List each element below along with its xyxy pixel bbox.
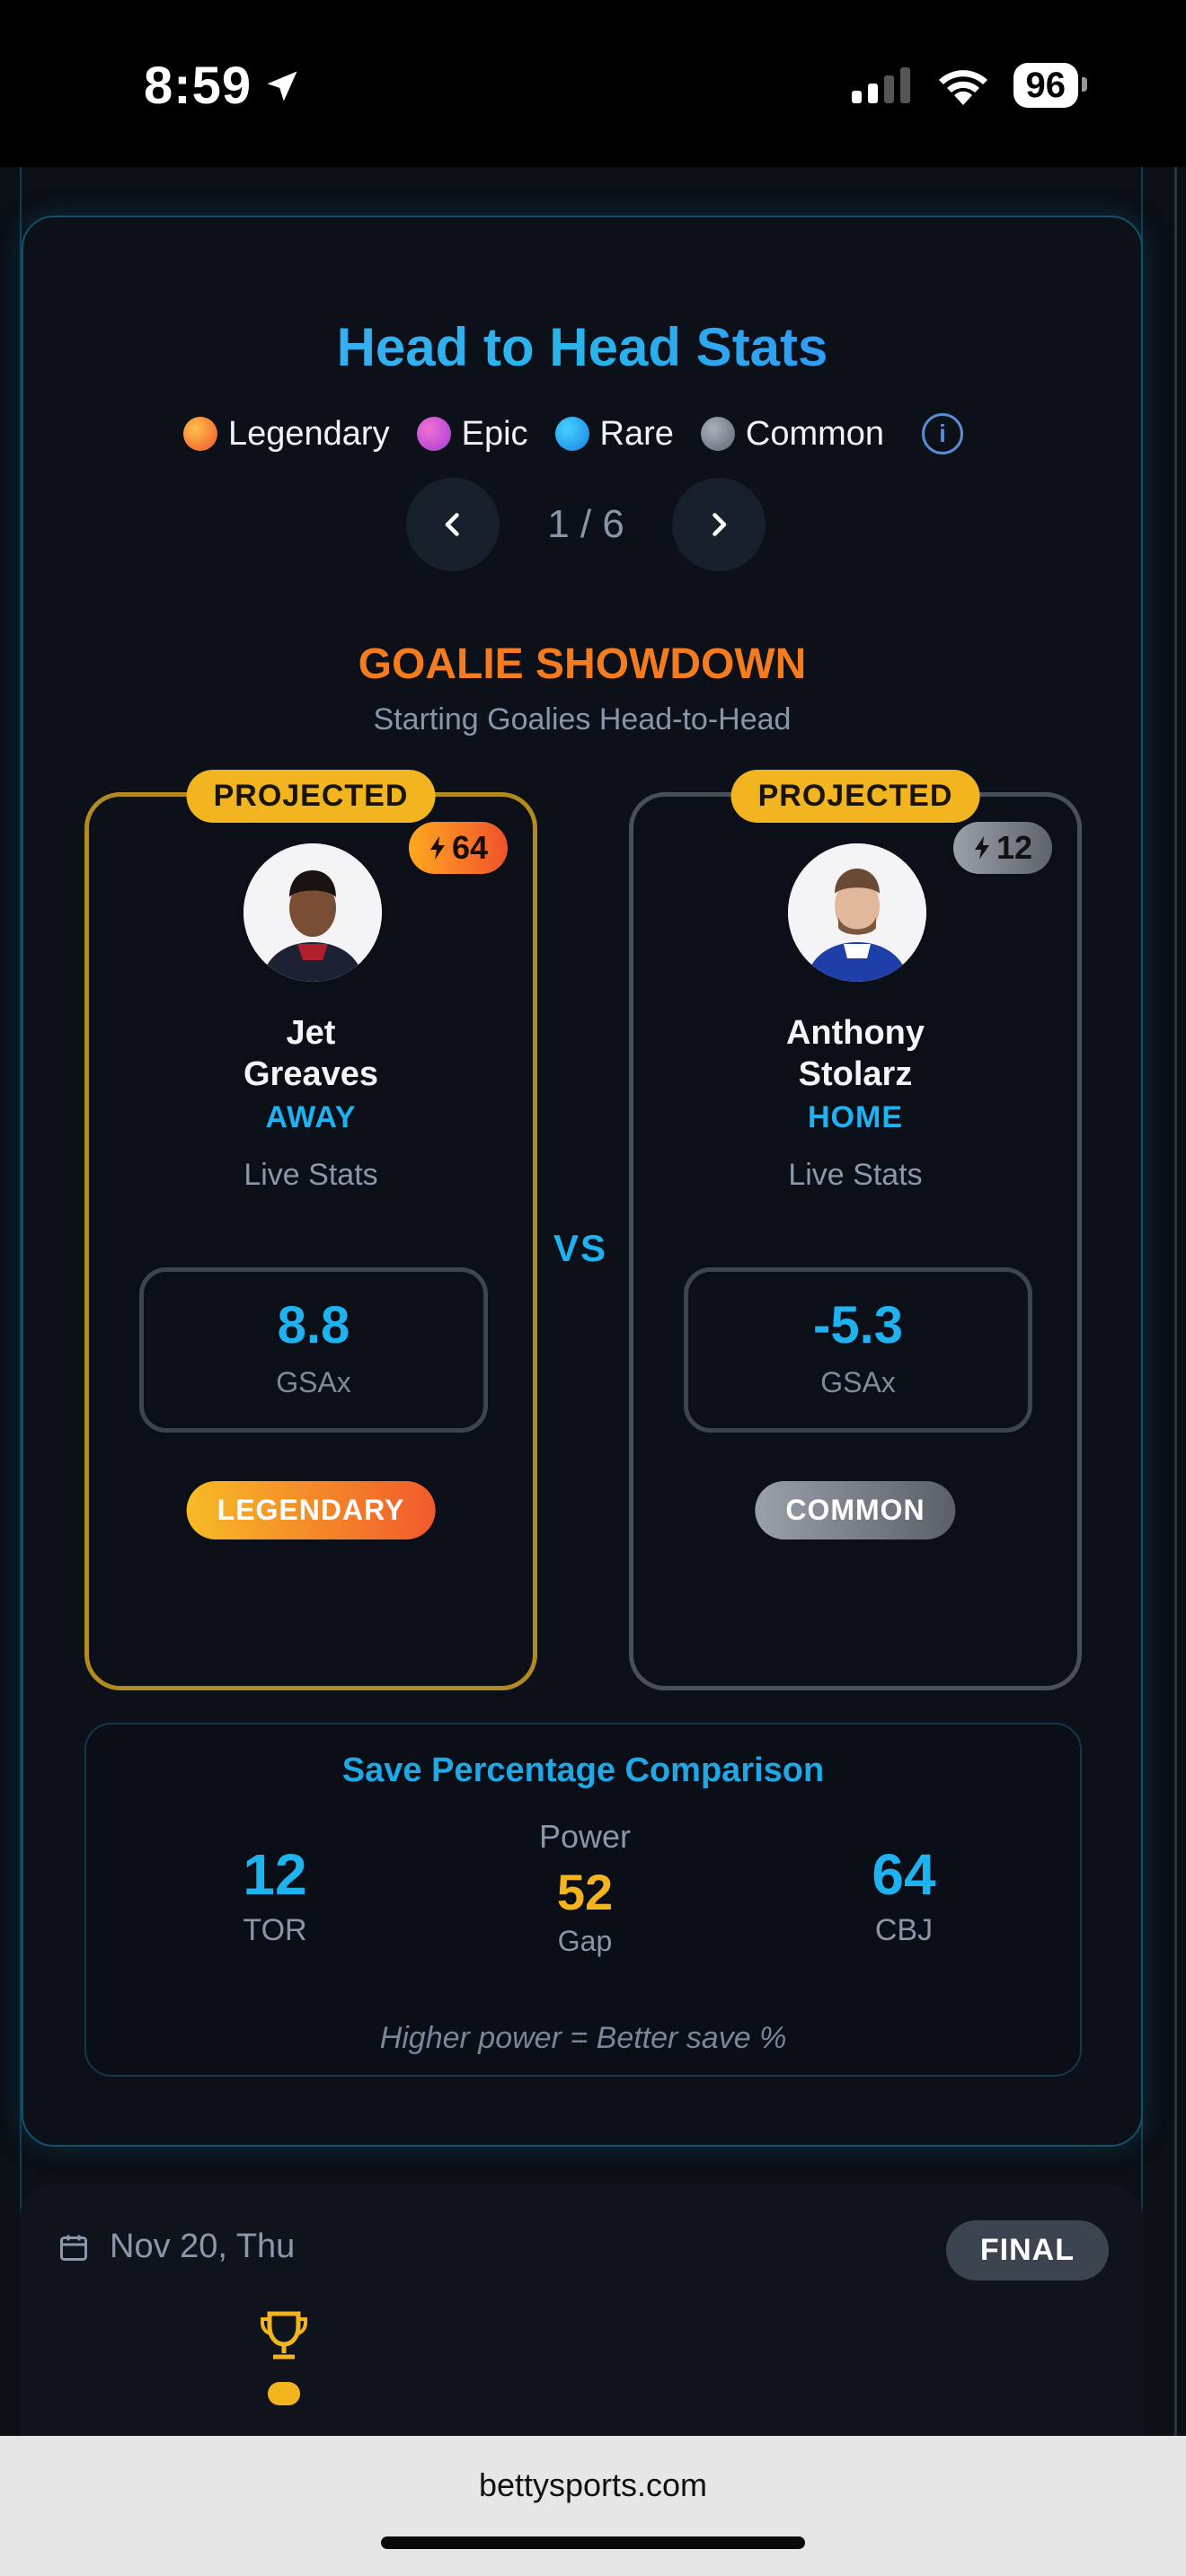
player-name: Anthony Stolarz [785, 1014, 925, 1093]
prev-button[interactable] [406, 478, 500, 571]
comparison-title: Save Percentage Comparison [341, 1751, 825, 1789]
gsax-stat-box: -5.3 GSAx [684, 1267, 1032, 1433]
gsax-label: GSAx [276, 1366, 351, 1398]
pager: 1 / 6 [406, 478, 766, 571]
status-icons: 96 [851, 63, 1087, 108]
status-bar: 8:59 96 [0, 0, 1186, 167]
common-dot-icon [700, 417, 735, 451]
page-counter: 1 / 6 [547, 502, 624, 546]
gsax-value: -5.3 [813, 1296, 903, 1354]
power-rating: 64 [408, 822, 508, 874]
gsax-stat-box: 8.8 GSAx [139, 1267, 488, 1433]
status-badge: FINAL [945, 2220, 1109, 2280]
home-indicator[interactable] [381, 2536, 805, 2549]
player-photo-icon [243, 843, 382, 982]
live-stats-label: Live Stats [788, 1158, 923, 1192]
section-subtitle: Starting Goalies Head-to-Head [373, 702, 792, 737]
comparison-note: Higher power = Better save % [379, 2021, 787, 2055]
wifi-icon [938, 70, 987, 105]
cellular-signal-icon [851, 67, 910, 103]
battery-indicator: 96 [1013, 63, 1087, 108]
bolt-icon [974, 836, 989, 860]
rarity-badge: COMMON [755, 1481, 956, 1539]
epic-dot-icon [416, 417, 451, 451]
legend-item-legendary: Legendary [183, 415, 390, 454]
legend-item-rare: Rare [554, 415, 674, 454]
power-gap: Power 52 Gap [538, 1818, 632, 1957]
rarity-legend: Legendary Epic Rare Common i [183, 413, 964, 454]
player-photo-icon [788, 843, 926, 982]
section-title: GOALIE SHOWDOWN [358, 640, 807, 688]
trophy-icon [259, 2310, 309, 2413]
chevron-left-icon [445, 513, 459, 536]
game-card[interactable]: Nov 20, Thu FINAL [20, 2184, 1143, 2436]
url-field[interactable]: bettysports.com [478, 2466, 708, 2503]
player-side: AWAY [265, 1100, 357, 1134]
calendar-icon [60, 2235, 87, 2261]
game-date: Nov 20, Thu [58, 2228, 295, 2266]
avatar [788, 843, 926, 982]
next-button[interactable] [672, 478, 766, 571]
away-player-card[interactable]: PROJECTED 64 Jet Greaves AWAY Live Stats [84, 770, 537, 1690]
chevron-right-icon [712, 513, 727, 536]
bolt-icon [429, 836, 445, 860]
gsax-label: GSAx [820, 1366, 896, 1398]
power-rating: 12 [952, 822, 1052, 874]
player-side: HOME [808, 1100, 903, 1134]
comparison-left: 12 TOR [243, 1842, 307, 1947]
legendary-dot-icon [183, 417, 217, 451]
avatar [243, 843, 382, 982]
player-name: Jet Greaves [243, 1014, 378, 1093]
clock-text: 8:59 [144, 57, 252, 115]
home-player-card[interactable]: PROJECTED 12 Anthony Stolarz HOME [629, 770, 1082, 1690]
browser-bar: bettysports.com [0, 2436, 1186, 2576]
legend-item-common: Common [700, 415, 884, 454]
rarity-badge: LEGENDARY [186, 1481, 436, 1539]
info-icon[interactable]: i [922, 413, 964, 454]
projected-badge: PROJECTED [186, 770, 436, 823]
status-time: 8:59 [144, 56, 302, 116]
save-percentage-comparison: Save Percentage Comparison 12 TOR Power … [84, 1723, 1082, 2077]
location-arrow-icon [267, 71, 297, 101]
legend-item-epic: Epic [416, 415, 528, 454]
page-content[interactable]: Head to Head Stats Legendary Epic Rare C… [0, 167, 1186, 2436]
live-stats-label: Live Stats [243, 1158, 378, 1192]
scrollbar[interactable] [1174, 167, 1177, 2436]
vs-label: VS [553, 1227, 608, 1269]
projected-badge: PROJECTED [730, 770, 980, 823]
comparison-right: 64 CBJ [872, 1842, 936, 1947]
card-title: Head to Head Stats [23, 316, 1141, 378]
rare-dot-icon [554, 417, 589, 451]
gsax-value: 8.8 [277, 1296, 350, 1354]
head-to-head-card: Head to Head Stats Legendary Epic Rare C… [22, 216, 1143, 2147]
